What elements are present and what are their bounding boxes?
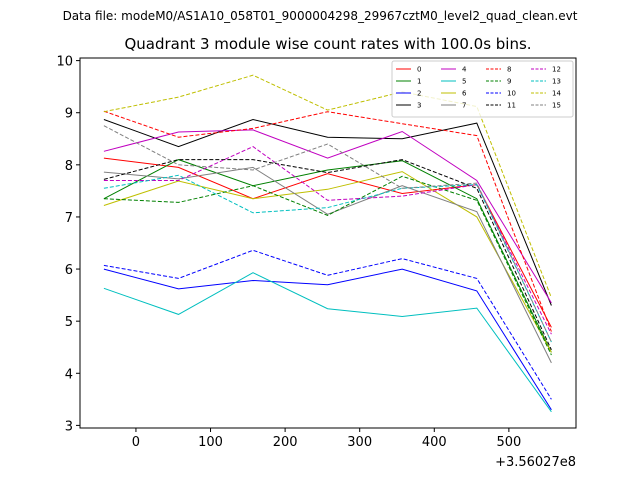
legend-label-15: 15 xyxy=(552,102,561,110)
series-line-14 xyxy=(103,74,552,298)
y-tick-label: 5 xyxy=(65,315,73,330)
legend-label-2: 2 xyxy=(417,90,421,98)
y-axis: 3 4 5 6 7 8 9 10 xyxy=(56,55,80,434)
series-line-5 xyxy=(103,272,552,413)
y-tick-label: 9 xyxy=(65,107,73,122)
series-line-11 xyxy=(103,159,552,351)
plot-area-frame xyxy=(79,57,577,429)
legend-label-14: 14 xyxy=(552,90,561,98)
series-line-13 xyxy=(103,174,552,343)
y-tick-label: 3 xyxy=(65,419,73,434)
legend-label-3: 3 xyxy=(417,102,421,110)
series-line-15 xyxy=(103,125,552,343)
chart-suptitle: Data file: modeM0/AS1A10_058T01_90000042… xyxy=(63,9,578,23)
legend-label-7: 7 xyxy=(462,102,466,110)
series-line-3 xyxy=(103,118,552,306)
series-line-2 xyxy=(103,268,552,411)
y-tick-label: 7 xyxy=(65,211,73,226)
series-line-4 xyxy=(103,129,552,304)
legend-label-1: 1 xyxy=(417,78,421,86)
legend-label-4: 4 xyxy=(462,66,467,74)
legend-label-13: 13 xyxy=(552,78,561,86)
y-tick-label: 10 xyxy=(56,55,73,70)
plot-lines xyxy=(103,74,552,413)
legend-label-9: 9 xyxy=(507,78,511,86)
x-tick-label: 100 xyxy=(198,435,223,450)
series-line-9 xyxy=(103,175,552,356)
series-line-1 xyxy=(103,159,552,353)
legend-label-8: 8 xyxy=(507,66,511,74)
y-tick-label: 4 xyxy=(65,367,73,382)
series-line-7 xyxy=(103,166,552,364)
x-tick-label: 0 xyxy=(132,435,140,450)
legend-box xyxy=(391,60,574,118)
x-axis: 0 100 200 300 400 500 xyxy=(132,428,521,450)
series-line-10 xyxy=(103,249,552,400)
x-tick-label: 400 xyxy=(422,435,447,450)
x-offset-label: +3.56027e8 xyxy=(495,455,576,470)
legend-label-6: 6 xyxy=(462,90,467,98)
x-tick-label: 500 xyxy=(496,435,521,450)
chart-title: Quadrant 3 module wise count rates with … xyxy=(124,35,531,53)
legend-label-10: 10 xyxy=(507,90,516,98)
series-line-8 xyxy=(103,110,552,332)
legend-label-12: 12 xyxy=(552,66,561,74)
legend-label-5: 5 xyxy=(462,78,466,86)
x-tick-label: 300 xyxy=(347,435,372,450)
x-tick-label: 200 xyxy=(273,435,298,450)
legend-label-0: 0 xyxy=(417,66,421,74)
series-line-12 xyxy=(103,146,552,335)
y-tick-label: 6 xyxy=(65,263,73,278)
y-tick-label: 8 xyxy=(65,159,73,174)
legend-label-11: 11 xyxy=(507,102,516,110)
